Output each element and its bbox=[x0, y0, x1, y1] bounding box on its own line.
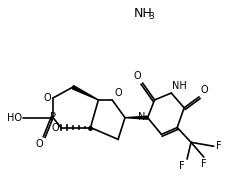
Text: O: O bbox=[43, 93, 51, 103]
Text: P: P bbox=[50, 112, 56, 122]
Text: F: F bbox=[216, 141, 221, 151]
Text: O: O bbox=[133, 71, 141, 81]
Text: O: O bbox=[114, 88, 122, 98]
Text: N: N bbox=[138, 112, 146, 122]
Text: HO: HO bbox=[7, 113, 23, 123]
Polygon shape bbox=[72, 86, 98, 100]
Text: F: F bbox=[201, 159, 207, 169]
Text: F: F bbox=[180, 161, 185, 171]
Text: O: O bbox=[35, 139, 43, 149]
Text: NH: NH bbox=[172, 81, 187, 91]
Text: O: O bbox=[51, 123, 59, 133]
Text: 3: 3 bbox=[149, 12, 155, 21]
Text: O: O bbox=[201, 85, 209, 95]
Polygon shape bbox=[125, 116, 148, 119]
Text: NH: NH bbox=[134, 7, 153, 20]
